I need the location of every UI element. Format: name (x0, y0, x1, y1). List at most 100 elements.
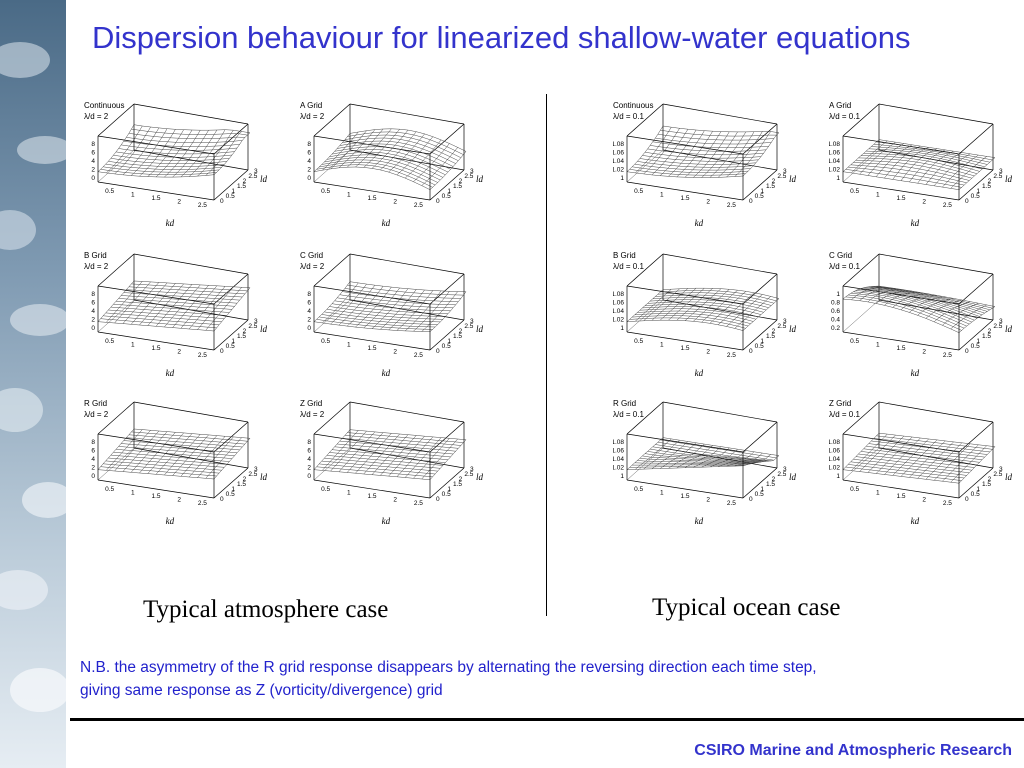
ld-tick-label: 1.5 (453, 333, 462, 340)
ld-tick-label: 1 (760, 188, 764, 195)
ld-tick-label: 0 (220, 496, 224, 503)
ld-axis-label: ld (476, 174, 484, 184)
panel-parameter: λ/d = 0.1 (613, 410, 644, 419)
surface-plot-panel: 8 6 4 2 0 0.5 1 1.5 2 2.5 0 0.5 1 1.5 2 2.5 3 kd ld Continu… (84, 100, 274, 250)
surface-mesh-line (339, 440, 456, 452)
box-edge (213, 123, 249, 155)
panel-label: A Grid λ/d = 0.1 (829, 100, 860, 122)
panel-grid-name: R Grid (84, 399, 108, 408)
box-edge (842, 299, 880, 333)
surface-mesh-line (339, 294, 456, 306)
box-edge (97, 447, 135, 481)
surface-plot: 1.081.061.041.0210.511.522.500.511.522.5… (829, 103, 1013, 228)
ld-tick-label: 1 (231, 188, 235, 195)
ld-axis-label: ld (476, 472, 484, 482)
box-edge (626, 447, 664, 481)
ld-tick-label: 0.5 (755, 193, 764, 200)
box-edge (842, 331, 960, 351)
box-edge (313, 103, 351, 137)
surface-mesh-line (380, 131, 417, 171)
surface-mesh-line (726, 452, 763, 467)
panel-parameter: λ/d = 2 (300, 262, 325, 271)
surface-mesh-line (917, 441, 954, 479)
kd-tick-label: 2.5 (198, 352, 207, 359)
box-edge (97, 401, 135, 435)
panel-parameter: λ/d = 2 (84, 262, 109, 271)
z-tick-label: 1 (836, 473, 840, 480)
ld-tick-label: 2.5 (993, 323, 1002, 330)
z-tick-label: 2 (307, 167, 311, 174)
surface-mesh-line (878, 139, 996, 158)
ld-tick-label: 3 (254, 168, 258, 175)
z-tick-label: 1.04 (829, 158, 840, 165)
surface-plot: 1.081.061.041.0210.511.522.500.511.522.5… (613, 103, 797, 228)
ld-tick-label: 1.5 (237, 183, 246, 190)
kd-axis-label: kd (695, 218, 704, 228)
surface-plot-panel: 8 6 4 2 0 0.5 1 1.5 2 2.5 0 0.5 1 1.5 2 2.5 3 kd ld B Grid λ… (84, 250, 274, 400)
panel-label: Z Grid λ/d = 2 (300, 398, 324, 420)
box-edge (313, 149, 351, 183)
box-edge (626, 181, 744, 201)
surface-mesh-line (118, 148, 235, 155)
surface-mesh-line (349, 429, 467, 441)
panel-label: Z Grid λ/d = 0.1 (829, 398, 860, 420)
surface-mesh-line (164, 284, 201, 328)
surface-mesh-line (313, 321, 431, 332)
kd-tick-label: 1 (131, 191, 135, 198)
ld-tick-label: 1.5 (766, 183, 775, 190)
surface-mesh-line (197, 286, 234, 330)
surface-mesh-line (657, 292, 774, 304)
z-tick-label: 1 (836, 175, 840, 182)
surface-mesh-line (701, 131, 738, 178)
surface-mesh-line (133, 124, 251, 134)
box-edge (742, 273, 778, 305)
ld-tick-label: 2 (772, 178, 776, 185)
ld-tick-label: 2.5 (777, 471, 786, 478)
kd-tick-label: 1 (876, 489, 880, 496)
surface-mesh-line (734, 454, 771, 467)
ld-tick-label: 2.5 (464, 471, 473, 478)
surface-mesh-line (188, 436, 226, 478)
surface-mesh-line (180, 435, 218, 477)
box-edge (133, 299, 249, 321)
z-tick-label: 1.04 (613, 308, 624, 315)
ld-axis-label: ld (789, 472, 797, 482)
surface-mesh-line (878, 432, 996, 447)
surface-mesh-line (331, 449, 449, 460)
ld-tick-label: 1.5 (982, 481, 991, 488)
box-edge (662, 253, 778, 275)
surface-mesh-line (863, 287, 980, 317)
surface-mesh-line (133, 428, 251, 439)
z-tick-label: 1.06 (613, 300, 624, 307)
surface-mesh-line (909, 296, 946, 313)
box-edge (958, 467, 994, 499)
footnote-line-1: N.B. the asymmetry of the R grid respons… (80, 659, 817, 676)
ld-tick-label: 1.5 (766, 333, 775, 340)
surface-mesh-line (118, 446, 235, 456)
z-tick-label: 6 (307, 448, 311, 455)
surface-mesh-line (925, 442, 963, 480)
kd-axis-label: kd (166, 218, 175, 228)
surface-mesh-line (164, 434, 201, 476)
box-edge (213, 319, 249, 351)
box-edge (97, 285, 215, 305)
surface-mesh-line (334, 446, 451, 458)
surface-mesh-line (693, 131, 730, 178)
ld-tick-label: 0 (749, 496, 753, 503)
surface-mesh-line (205, 131, 242, 176)
kd-tick-label: 0.5 (850, 188, 859, 195)
z-tick-label: 1.02 (613, 317, 624, 324)
panel-grid-name: Continuous (84, 101, 125, 110)
ld-tick-label: 0.5 (442, 491, 451, 498)
z-tick-label: 2 (91, 167, 95, 174)
box-edge (626, 331, 744, 351)
ld-tick-label: 2 (243, 328, 247, 335)
kd-tick-label: 2.5 (943, 500, 952, 507)
panel-grid-name: A Grid (829, 101, 852, 110)
ld-tick-label: 1.5 (237, 333, 246, 340)
surface-mesh-line (337, 443, 454, 455)
surface-mesh-line (126, 437, 243, 448)
box-edge (349, 103, 465, 125)
z-tick-label: 1.04 (613, 456, 624, 463)
surface-mesh-line (404, 437, 442, 478)
